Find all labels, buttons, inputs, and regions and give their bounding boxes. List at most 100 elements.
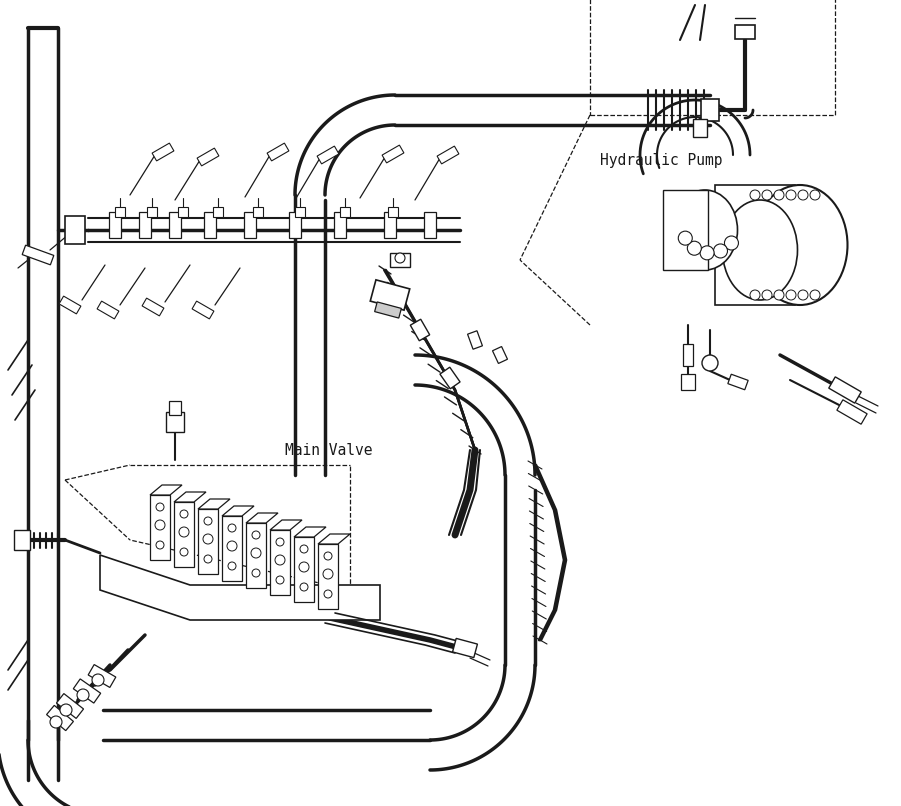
Circle shape	[50, 716, 62, 728]
Circle shape	[762, 190, 772, 200]
Circle shape	[774, 290, 784, 300]
Ellipse shape	[752, 185, 848, 305]
Bar	[837, 400, 867, 424]
Bar	[437, 146, 459, 164]
Bar	[109, 212, 121, 238]
Text: Hydraulic Pump: Hydraulic Pump	[600, 153, 723, 168]
Bar	[139, 212, 151, 238]
Circle shape	[276, 576, 284, 584]
Polygon shape	[294, 527, 326, 537]
Circle shape	[300, 545, 308, 553]
Bar	[728, 374, 748, 390]
Bar	[388, 207, 398, 217]
Bar	[204, 212, 216, 238]
Circle shape	[324, 590, 332, 598]
Bar	[829, 377, 861, 403]
Circle shape	[714, 244, 727, 258]
Bar	[14, 530, 30, 550]
Bar	[47, 705, 74, 730]
Circle shape	[252, 569, 260, 577]
Circle shape	[786, 290, 796, 300]
Circle shape	[204, 517, 212, 525]
Bar	[57, 694, 84, 718]
Circle shape	[275, 555, 285, 565]
Circle shape	[228, 524, 236, 532]
Bar	[147, 207, 157, 217]
Circle shape	[700, 246, 714, 260]
Bar	[166, 412, 184, 432]
Bar	[169, 212, 181, 238]
Bar	[735, 25, 755, 39]
Ellipse shape	[723, 200, 797, 300]
Circle shape	[324, 552, 332, 560]
Bar	[440, 368, 460, 388]
Circle shape	[155, 520, 165, 530]
Circle shape	[299, 562, 309, 572]
Bar	[382, 145, 404, 163]
Bar	[178, 207, 188, 217]
Bar	[73, 679, 101, 703]
Circle shape	[203, 534, 213, 544]
Polygon shape	[294, 537, 314, 602]
Polygon shape	[318, 534, 350, 544]
Circle shape	[798, 190, 808, 200]
Polygon shape	[150, 495, 170, 560]
Polygon shape	[222, 506, 254, 516]
Bar	[253, 207, 263, 217]
Bar	[59, 296, 81, 314]
Bar	[142, 298, 164, 316]
Bar	[410, 319, 430, 341]
Circle shape	[276, 538, 284, 546]
Circle shape	[60, 704, 72, 716]
Bar	[267, 143, 289, 161]
Bar	[152, 143, 174, 161]
Ellipse shape	[672, 190, 738, 270]
Circle shape	[798, 290, 808, 300]
Circle shape	[810, 290, 820, 300]
Polygon shape	[270, 520, 302, 530]
Polygon shape	[246, 523, 266, 588]
Bar	[169, 401, 181, 415]
Bar	[97, 301, 119, 319]
Circle shape	[252, 531, 260, 539]
Polygon shape	[246, 513, 278, 523]
Bar	[192, 301, 214, 319]
Bar	[213, 207, 223, 217]
Circle shape	[678, 231, 692, 245]
Bar	[370, 280, 410, 310]
Polygon shape	[222, 516, 242, 581]
Polygon shape	[174, 502, 194, 567]
Bar	[683, 344, 693, 366]
Polygon shape	[100, 555, 380, 620]
Bar	[295, 207, 305, 217]
Bar	[244, 212, 256, 238]
Circle shape	[323, 569, 333, 579]
Bar	[424, 212, 436, 238]
Circle shape	[204, 555, 212, 563]
Polygon shape	[150, 485, 182, 495]
Bar	[715, 185, 795, 305]
Bar	[65, 216, 85, 244]
Polygon shape	[318, 544, 338, 609]
Polygon shape	[174, 492, 206, 502]
Bar	[115, 207, 125, 217]
Circle shape	[774, 190, 784, 200]
Bar	[197, 148, 219, 166]
Circle shape	[750, 190, 760, 200]
Bar	[23, 245, 54, 265]
Circle shape	[786, 190, 796, 200]
Bar	[375, 302, 401, 318]
Circle shape	[92, 674, 104, 686]
Circle shape	[810, 190, 820, 200]
Circle shape	[300, 583, 308, 591]
Polygon shape	[198, 509, 218, 574]
Bar	[693, 119, 707, 137]
Circle shape	[179, 527, 189, 537]
Circle shape	[180, 510, 188, 518]
Bar	[289, 212, 301, 238]
Bar	[590, 0, 835, 115]
Bar	[384, 212, 396, 238]
Circle shape	[687, 241, 701, 256]
Bar	[88, 665, 116, 688]
Circle shape	[227, 541, 237, 551]
